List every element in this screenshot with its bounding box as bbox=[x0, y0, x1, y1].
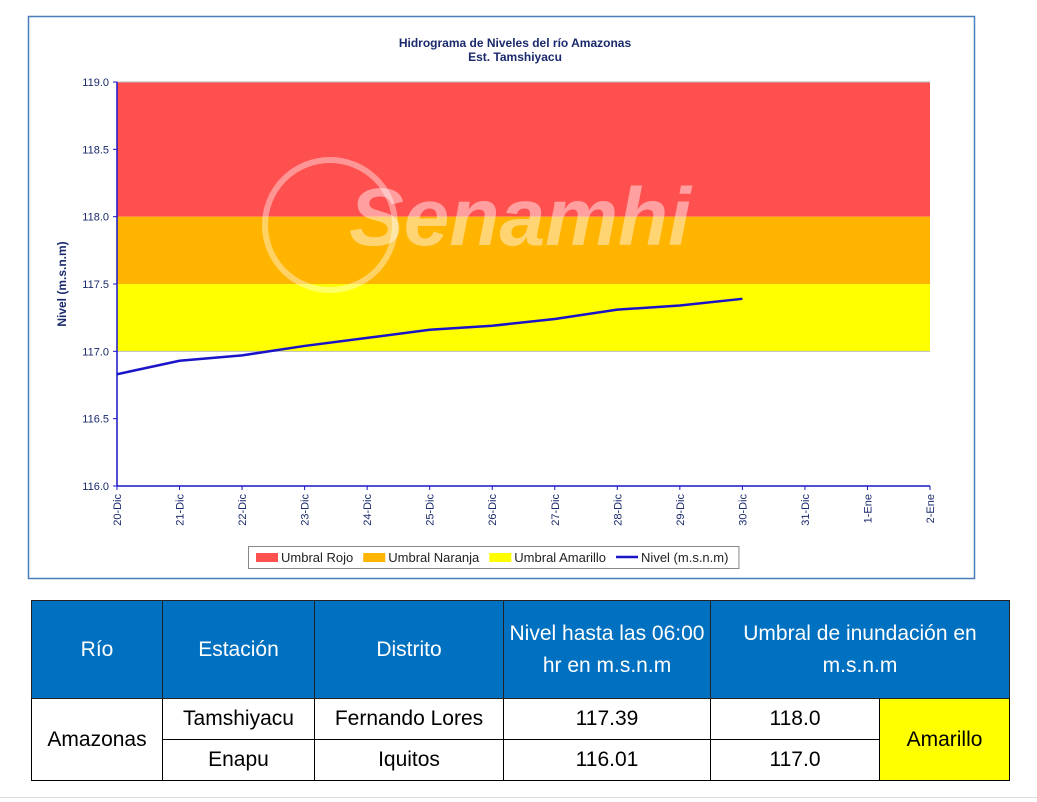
data-line bbox=[116, 297, 743, 376]
x-tick-label: 29-Dic bbox=[675, 494, 687, 526]
legend-swatch bbox=[256, 553, 278, 562]
watermark: Senamhi bbox=[349, 172, 693, 263]
cell: 117.39 bbox=[503, 698, 711, 740]
legend-label: Umbral Rojo bbox=[281, 550, 353, 565]
cell: 117.0 bbox=[710, 739, 880, 781]
threshold-band bbox=[117, 216, 930, 284]
cell: Fernando Lores bbox=[314, 698, 504, 740]
cell: 116.01 bbox=[503, 739, 711, 781]
divider bbox=[0, 797, 1037, 798]
chart: Senamhi 116.0 116.5 117.0 117.5 118.0 118.5 119… bbox=[27, 15, 976, 580]
header-cell: Nivel hasta las 06:00 hr en m.s.n.m bbox=[503, 600, 711, 699]
x-tick-label: 28-Dic bbox=[612, 494, 624, 526]
x-tick-label: 1-Ene bbox=[862, 494, 874, 523]
y-tick-label: 117.0 bbox=[82, 346, 109, 358]
header-cell: Distrito bbox=[314, 600, 504, 699]
legend-label: Umbral Amarillo bbox=[514, 550, 606, 565]
x-tick-label: 2-Ene bbox=[925, 494, 937, 523]
y-axis-label: Nivel (m.s.n.m) bbox=[55, 241, 69, 326]
x-tick-label: 27-Dic bbox=[550, 494, 562, 526]
x-tick-label: 26-Dic bbox=[487, 494, 499, 526]
header-cell: Umbral de inundación en m.s.n.m bbox=[710, 600, 1010, 699]
y-tick-label: 118.0 bbox=[82, 212, 109, 224]
header-cell: Estación bbox=[162, 600, 315, 699]
header-cell: Río bbox=[31, 600, 163, 699]
cell: Iquitos bbox=[314, 739, 504, 781]
x-tick-label: 22-Dic bbox=[237, 494, 249, 526]
river-cell: Amazonas bbox=[31, 698, 163, 781]
y-tick-label: 116.0 bbox=[82, 481, 109, 493]
y-tick-label: 116.5 bbox=[82, 414, 109, 426]
chart-title: Hidrograma de Niveles del río Amazonas bbox=[399, 36, 632, 50]
x-tick-label: 21-Dic bbox=[175, 494, 187, 526]
watermark-logo bbox=[262, 157, 398, 293]
cell: 118.0 bbox=[710, 698, 880, 740]
x-tick-label: 31-Dic bbox=[800, 494, 812, 526]
threshold-band bbox=[117, 82, 930, 217]
legend-swatch bbox=[489, 553, 512, 562]
y-tick-label: 118.5 bbox=[82, 144, 109, 156]
legend-swatch bbox=[363, 553, 386, 562]
legend-label: Umbral Naranja bbox=[388, 550, 480, 565]
alert-cell: Amarillo bbox=[879, 698, 1010, 781]
x-tick-label: 25-Dic bbox=[425, 494, 437, 526]
y-tick-label: 117.5 bbox=[82, 279, 109, 291]
x-tick-label: 23-Dic bbox=[300, 494, 312, 526]
x-tick-label: 20-Dic bbox=[112, 494, 124, 526]
cell: Tamshiyacu bbox=[162, 698, 315, 740]
legend-label: Nivel (m.s.n.m) bbox=[641, 550, 728, 565]
x-tick-label: 24-Dic bbox=[362, 494, 374, 526]
cell: Enapu bbox=[162, 739, 315, 781]
chart-title: Est. Tamshiyacu bbox=[468, 50, 562, 64]
y-tick-label: 119.0 bbox=[82, 77, 109, 89]
x-tick-label: 30-Dic bbox=[737, 494, 749, 526]
station-table: Río Estación Distrito Nivel hasta las 06… bbox=[31, 600, 1010, 781]
threshold-band bbox=[117, 284, 930, 352]
